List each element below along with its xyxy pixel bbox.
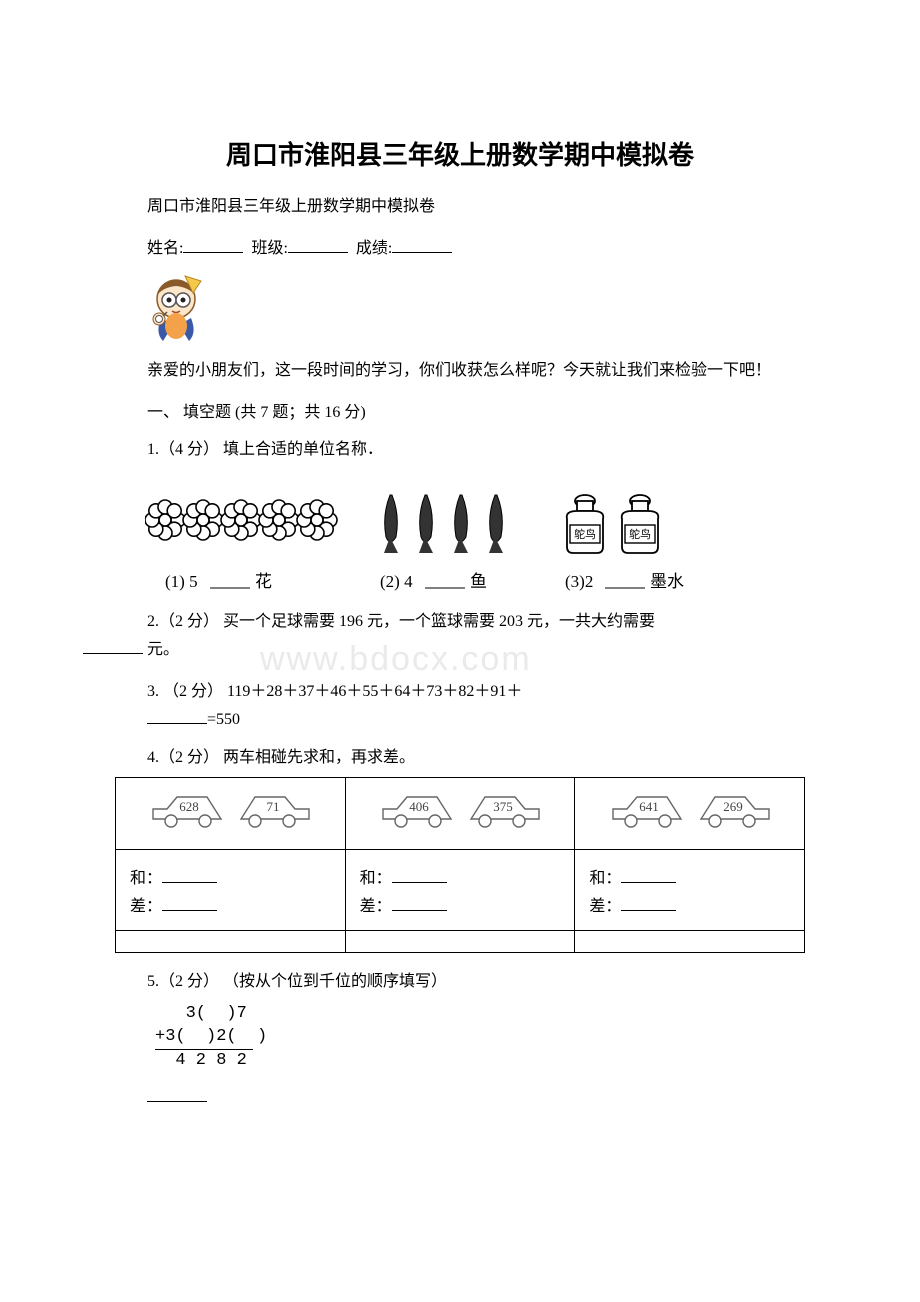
- sum-diff-cell: 和： 差：: [575, 849, 805, 930]
- diff-label: 差：: [360, 898, 392, 915]
- q5-row1: 3( )7: [155, 1003, 805, 1026]
- svg-text:406: 406: [409, 799, 429, 814]
- diff-label: 差：: [130, 898, 162, 915]
- q5-row2: +3( )2( ): [155, 1026, 805, 1049]
- q2-blank[interactable]: [83, 653, 143, 654]
- car-pair-cell: 628 71: [116, 777, 346, 849]
- diff-blank[interactable]: [162, 910, 217, 911]
- svg-text:(1) 5: (1) 5: [165, 572, 198, 591]
- q5-prompt: 5.（2 分） （按从个位到千位的顺序填写）: [115, 967, 805, 991]
- svg-text:墨水: 墨水: [650, 572, 684, 591]
- q1-illustration: 鸵鸟 鸵鸟 (1) 5 花 (2) 4 鱼 (3)2 墨水: [145, 475, 715, 600]
- svg-text:628: 628: [180, 799, 200, 814]
- diff-blank[interactable]: [392, 910, 447, 911]
- sum-label: 和：: [360, 870, 392, 887]
- greeting-text: 亲爱的小朋友们，这一段时间的学习，你们收获怎么样呢？今天就让我们来检验一下吧！: [115, 357, 805, 384]
- car-pair-cell: 641 269: [575, 777, 805, 849]
- sum-diff-cell: 和： 差：: [345, 849, 575, 930]
- q3-result: =550: [207, 711, 240, 728]
- empty-cell: [116, 930, 346, 952]
- class-label: 班级:: [251, 240, 287, 257]
- svg-text:641: 641: [639, 799, 659, 814]
- table-row: 和： 差： 和： 差： 和： 差：: [116, 849, 805, 930]
- svg-text:鱼: 鱼: [470, 572, 487, 591]
- svg-text:375: 375: [493, 799, 513, 814]
- q4-prompt: 4.（2 分） 两车相碰先求和，再求差。: [115, 743, 805, 767]
- svg-text:鸵鸟: 鸵鸟: [629, 527, 651, 541]
- q5-row3: 4 2 8 2: [155, 1050, 805, 1073]
- q2-text-b: 元。: [147, 641, 179, 658]
- sum-blank[interactable]: [392, 882, 447, 883]
- svg-text:(3)2: (3)2: [565, 572, 593, 591]
- student-info-line: 姓名: 班级: 成绩:: [115, 234, 805, 258]
- name-blank[interactable]: [183, 252, 243, 253]
- sum-label: 和：: [589, 870, 621, 887]
- q1-prompt: 1.（4 分） 填上合适的单位名称．: [115, 436, 805, 463]
- table-row: [116, 930, 805, 952]
- q4-table: 628 71 406 375 641 269 和： 差： 和： 差： 和： 差：: [115, 777, 805, 953]
- svg-text:269: 269: [723, 799, 743, 814]
- page-title: 周口市淮阳县三年级上册数学期中模拟卷: [115, 135, 805, 172]
- q2-text: 2.（2 分） 买一个足球需要 196 元，一个篮球需要 203 元，一共大约需…: [115, 608, 805, 662]
- q2-text-a: 2.（2 分） 买一个足球需要 196 元，一个篮球需要 203 元，一共大约需…: [147, 613, 655, 630]
- sum-blank[interactable]: [162, 882, 217, 883]
- diff-label: 差：: [589, 898, 621, 915]
- empty-cell: [345, 930, 575, 952]
- svg-text:(2) 4: (2) 4: [380, 572, 413, 591]
- sum-label: 和：: [130, 870, 162, 887]
- svg-text:71: 71: [267, 799, 280, 814]
- name-label: 姓名:: [147, 240, 183, 257]
- section1-header: 一、 填空题 (共 7 题；共 16 分): [115, 398, 805, 422]
- svg-text:花: 花: [255, 572, 272, 591]
- score-blank[interactable]: [392, 252, 452, 253]
- table-row: 628 71 406 375 641 269: [116, 777, 805, 849]
- car-pair-cell: 406 375: [345, 777, 575, 849]
- score-label: 成绩:: [356, 240, 392, 257]
- q5-answer-blank[interactable]: [147, 1101, 207, 1102]
- q3-equation: =550: [115, 711, 805, 729]
- sum-diff-cell: 和： 差：: [116, 849, 346, 930]
- q3-blank[interactable]: [147, 723, 207, 724]
- mascot-icon: [145, 273, 207, 345]
- page-subtitle: 周口市淮阳县三年级上册数学期中模拟卷: [115, 192, 805, 216]
- q3-text: 3. （2 分） 119＋28＋37＋46＋55＋64＋73＋82＋91＋: [115, 677, 805, 701]
- svg-text:鸵鸟: 鸵鸟: [574, 527, 596, 541]
- class-blank[interactable]: [288, 252, 348, 253]
- empty-cell: [575, 930, 805, 952]
- sum-blank[interactable]: [621, 882, 676, 883]
- diff-blank[interactable]: [621, 910, 676, 911]
- q5-math-block: 3( )7 +3( )2( ) 4 2 8 2: [155, 1003, 805, 1073]
